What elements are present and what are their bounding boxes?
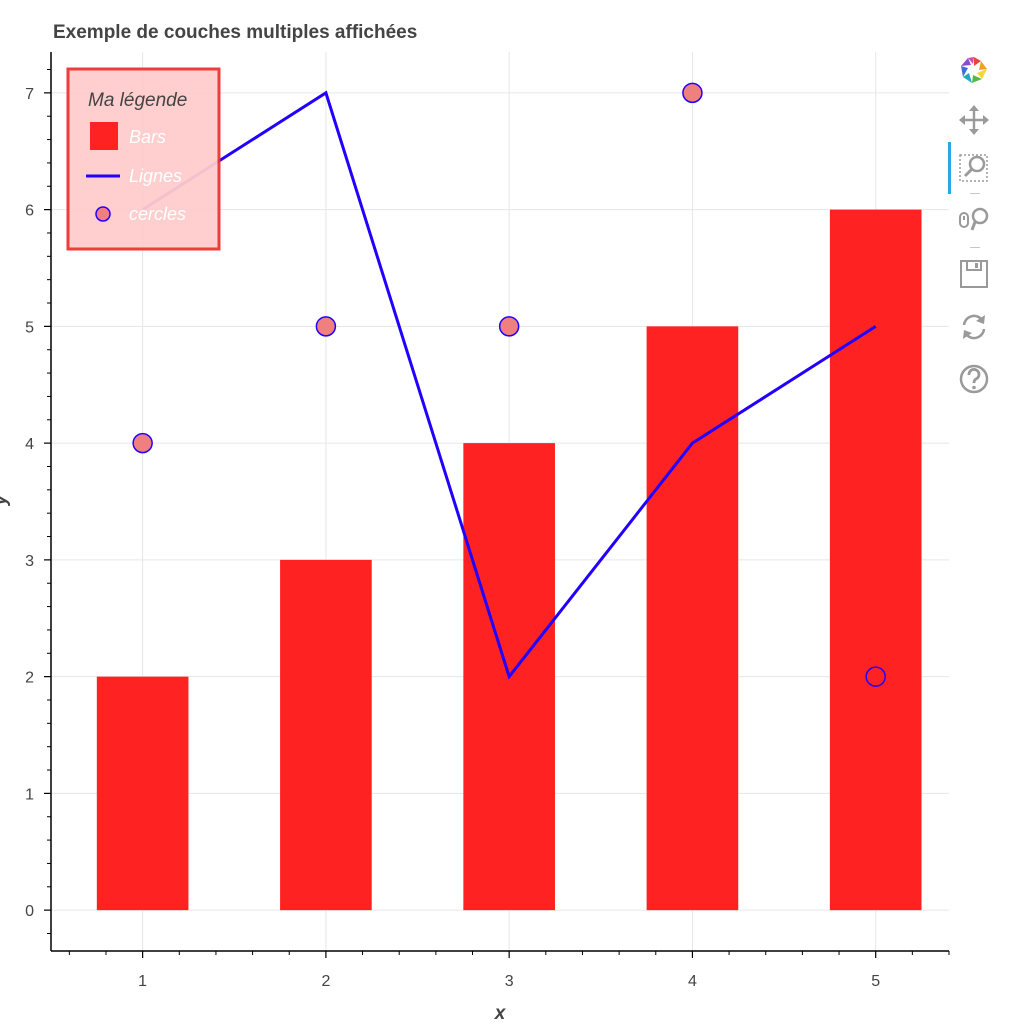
- y-tick-label: 1: [25, 786, 34, 803]
- bokeh-logo-icon[interactable]: [956, 52, 992, 88]
- bar: [96, 676, 189, 911]
- y-tick-label: 5: [25, 319, 34, 336]
- scatter-series: [132, 82, 886, 687]
- bar: [280, 559, 372, 911]
- y-tick-label: 2: [25, 670, 34, 687]
- scatter-point: [498, 316, 520, 337]
- y-tick-label: 6: [25, 203, 34, 220]
- legend-bars-swatch: [90, 122, 118, 150]
- active-tool-indicator: [948, 142, 951, 194]
- scatter-point: [865, 666, 886, 687]
- help-icon[interactable]: [956, 361, 992, 397]
- bar: [829, 209, 922, 911]
- wheel-zoom-icon[interactable]: [956, 202, 992, 238]
- legend-lines-label: Lignes: [129, 166, 182, 186]
- scatter-point: [132, 432, 153, 454]
- x-tick-label: 2: [321, 973, 330, 990]
- legend-box: [66, 67, 221, 251]
- y-tick-label: 3: [25, 553, 34, 570]
- legend-title: Ma légende: [88, 90, 187, 111]
- x-tick-label: 1: [138, 973, 147, 990]
- line-path: [141, 90, 877, 680]
- chart-title: Exemple de couches multiples affichées: [53, 22, 417, 43]
- reset-icon[interactable]: [956, 309, 992, 345]
- toolbar-separator: [970, 247, 980, 248]
- y-axis-label: y: [0, 493, 11, 506]
- legend-circles-swatch: [95, 206, 111, 222]
- line-series: [141, 90, 877, 680]
- legend[interactable]: Ma légende Bars Lignes cercles: [66, 67, 221, 251]
- axes: 1 2 3 4 5 0 1 2 3 4 5 6 7 x y: [0, 52, 950, 1024]
- save-icon[interactable]: [956, 256, 992, 292]
- y-tick-label: 0: [25, 903, 34, 920]
- y-tick-label: 7: [25, 86, 34, 103]
- x-tick-label: 3: [505, 973, 514, 990]
- x-tick-label: 4: [688, 973, 697, 990]
- legend-circles-label: cercles: [129, 204, 186, 224]
- box-zoom-icon[interactable]: [956, 150, 992, 186]
- y-tick-label: 4: [25, 436, 34, 453]
- bar: [646, 326, 739, 911]
- legend-bars-label: Bars: [129, 127, 166, 147]
- x-axis-label: x: [494, 1003, 507, 1024]
- scatter-point: [682, 82, 703, 104]
- pan-icon[interactable]: [956, 102, 992, 138]
- scatter-point: [315, 316, 337, 337]
- toolbar-separator: [970, 193, 980, 194]
- x-tick-label: 5: [871, 973, 880, 990]
